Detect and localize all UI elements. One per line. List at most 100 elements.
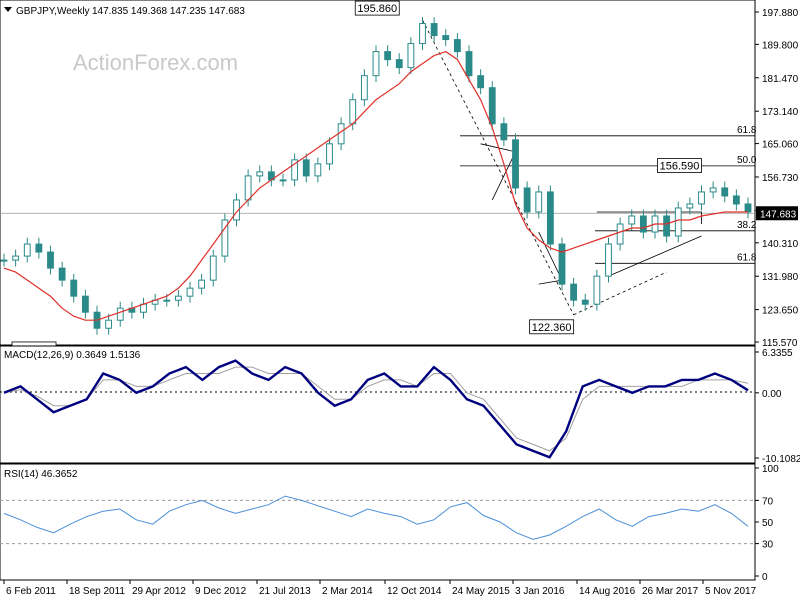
rsi-axis: 100 70 50 30 0 xyxy=(755,464,779,583)
price-axis-label: 123.650 xyxy=(762,306,799,317)
candle-body xyxy=(535,191,543,213)
fib-level-label: 61.8 xyxy=(737,252,757,263)
candle-body xyxy=(628,215,636,225)
candle-body xyxy=(430,23,438,37)
time-axis-label: 2 Mar 2014 xyxy=(322,586,373,597)
macd-axis-label: 0.00 xyxy=(762,389,782,400)
fib-level-label: 50.0 xyxy=(737,155,757,166)
time-axis-label: 6 Feb 2011 xyxy=(6,586,56,597)
candle-body xyxy=(233,199,240,221)
triangle-bottom xyxy=(608,235,702,277)
fib-level-label: 61.8 xyxy=(737,125,757,136)
rsi-axis-label: 100 xyxy=(762,464,779,475)
price-axis: 197.880 189.800 181.470 173.140 165.060 156.7… xyxy=(755,8,799,349)
price-axis-label: 165.060 xyxy=(762,140,799,151)
candle-body xyxy=(23,243,31,257)
rsi-axis-label: 50 xyxy=(762,518,774,529)
macd-panel: MACD(12,26,9) 0.3649 1.5136 xyxy=(0,345,756,464)
candle-body xyxy=(558,243,566,285)
candle-body xyxy=(395,59,403,69)
macd-axis-label: 6.3355 xyxy=(762,348,793,359)
time-axis-label: 24 May 2015 xyxy=(452,586,510,597)
candle-body xyxy=(302,159,310,177)
candle-body xyxy=(732,195,740,205)
chart-ohlc: 147.835 149.368 147.235 147.683 xyxy=(92,6,245,17)
candle-body xyxy=(698,191,705,205)
candle-body xyxy=(372,51,380,77)
candle-body xyxy=(465,51,473,77)
macd-axis: 6.3355 0.00 -10.1082 xyxy=(755,348,800,465)
candle-body xyxy=(116,307,124,321)
candle-body xyxy=(477,75,485,89)
candle-body xyxy=(291,159,299,181)
rsi-line xyxy=(3,495,749,540)
candle-body xyxy=(70,279,78,297)
candle-body xyxy=(35,243,43,253)
price-marker-label: 195.860 xyxy=(357,3,397,15)
last-price-label: 147.683 xyxy=(760,209,797,220)
candle-body xyxy=(523,187,531,213)
time-axis-label: 12 Oct 2014 xyxy=(387,586,442,597)
rsi-axis-label: 0 xyxy=(762,572,768,583)
candle-body xyxy=(419,23,426,45)
candle-body xyxy=(349,99,357,125)
price-marker-label: 122.360 xyxy=(532,322,572,334)
rsi-panel: RSI(14) 46.3652 xyxy=(0,463,756,581)
candle-body xyxy=(407,43,415,69)
watermark: ActionForex.com xyxy=(73,50,238,75)
candle-body xyxy=(674,207,682,237)
candle-body xyxy=(314,163,322,177)
candle-body xyxy=(570,283,578,301)
price-axis-label: 156.730 xyxy=(762,173,799,184)
candle-body xyxy=(721,187,729,197)
candle-body xyxy=(453,39,461,53)
price-marker-box xyxy=(657,158,702,173)
fib-level-label: 38.2 xyxy=(737,220,757,231)
candle-body xyxy=(174,295,182,301)
time-axis-label: 3 Jan 2016 xyxy=(515,586,565,597)
time-axis-label: 18 Sep 2011 xyxy=(69,586,125,597)
candle-body xyxy=(105,319,113,329)
candle-body xyxy=(12,255,20,261)
rsi-panel-frame xyxy=(0,463,756,581)
macd-title: MACD(12,26,9) 0.3649 1.5136 xyxy=(4,350,141,361)
price-marker-box xyxy=(354,0,400,16)
candle-body xyxy=(198,279,206,289)
candle-body xyxy=(209,255,217,281)
dropdown-triangle-icon[interactable] xyxy=(4,7,12,12)
candle-body xyxy=(244,175,252,201)
candle-body xyxy=(744,203,752,213)
macd-panel-frame xyxy=(0,345,756,464)
candle-body xyxy=(186,287,194,297)
price-axis-label: 140.310 xyxy=(762,239,799,250)
candle-body xyxy=(639,215,647,233)
candle-body xyxy=(81,295,89,313)
moving-average-line xyxy=(3,50,748,321)
candle-body xyxy=(360,75,368,101)
candle-body xyxy=(512,139,519,189)
candle-body xyxy=(0,259,8,262)
price-axis-label: 189.800 xyxy=(762,40,799,51)
price-marker-box xyxy=(529,319,575,335)
candle-body xyxy=(663,215,671,237)
price-marker-label: 156.590 xyxy=(660,161,700,173)
time-axis-label: 9 Dec 2012 xyxy=(195,586,247,597)
last-price-tag xyxy=(756,206,798,221)
price-panel: ActionForex.com GBPJPY,Weekly 147.835 14… xyxy=(0,0,757,357)
candle-body xyxy=(58,267,66,281)
candle-body xyxy=(546,191,554,245)
candle-body xyxy=(256,171,264,177)
price-axis-label: 181.470 xyxy=(762,74,799,85)
candle-body xyxy=(488,87,496,125)
rsi-title: RSI(14) 46.3652 xyxy=(4,469,78,480)
time-axis-label: 29 Apr 2012 xyxy=(132,586,186,597)
candle-body xyxy=(221,219,229,257)
macd-line xyxy=(3,359,749,459)
time-axis-label: 14 Aug 2016 xyxy=(579,586,636,597)
price-axis-label: 173.140 xyxy=(762,107,799,118)
macd-signal-line xyxy=(3,366,749,452)
candle-body xyxy=(709,187,717,193)
candle-body xyxy=(593,275,601,305)
chart-symbol: GBPJPY,Weekly xyxy=(16,6,90,17)
time-axis-label: 5 Nov 2017 xyxy=(705,586,757,597)
